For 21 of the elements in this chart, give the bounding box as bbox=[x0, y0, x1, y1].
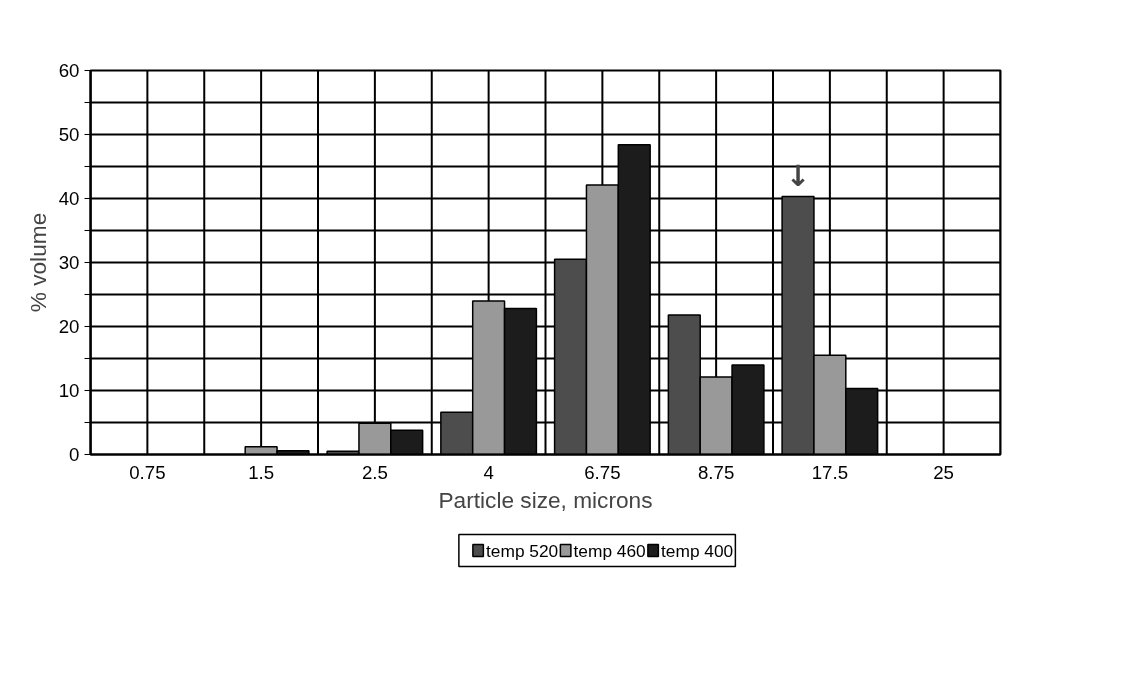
legend-label: temp 460 bbox=[573, 540, 646, 561]
x-tick-label: 0.75 bbox=[129, 461, 166, 483]
y-tick-label: 30 bbox=[58, 252, 80, 273]
y-tick-label: 50 bbox=[58, 124, 80, 145]
x-tick-label: 2.5 bbox=[361, 461, 388, 483]
x-tick-label: 4 bbox=[483, 461, 494, 483]
y-tick-label: 0 bbox=[69, 444, 80, 465]
x-tick-label: 17.5 bbox=[811, 461, 849, 483]
legend-label: temp 400 bbox=[661, 540, 734, 561]
x-tick-label: 25 bbox=[933, 461, 955, 483]
y-tick-label: 10 bbox=[58, 380, 80, 401]
annotation: ↓ bbox=[785, 158, 811, 193]
x-axis-title: Particle size, microns bbox=[438, 486, 653, 513]
legend-label: temp 520 bbox=[486, 540, 559, 561]
y-tick-label: 20 bbox=[58, 316, 80, 337]
x-tick-label: 1.5 bbox=[248, 461, 275, 483]
x-tick-label: 6.75 bbox=[584, 461, 621, 483]
y-tick-label: 60 bbox=[58, 60, 80, 81]
y-tick-label: 40 bbox=[58, 188, 80, 209]
x-tick-label: 8.75 bbox=[697, 461, 735, 483]
y-axis-title: % volume bbox=[24, 212, 51, 313]
